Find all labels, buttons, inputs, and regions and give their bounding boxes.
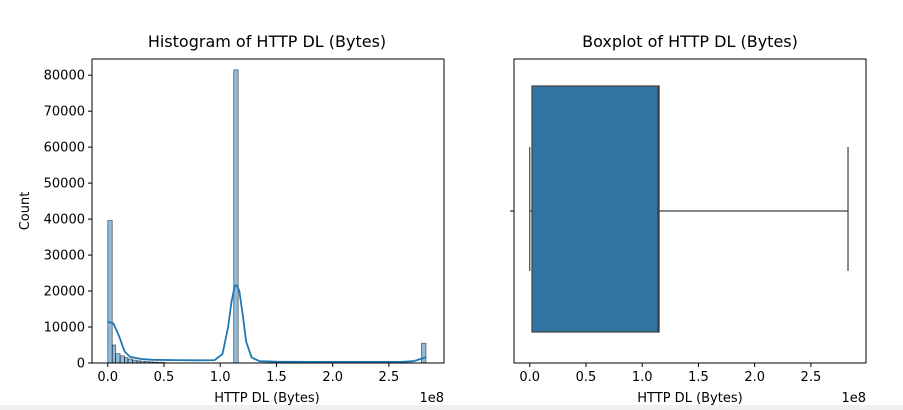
bottom-strip — [0, 405, 903, 410]
histogram-title: Histogram of HTTP DL (Bytes) — [148, 32, 386, 51]
histogram-xtick-label: 2.5 — [379, 370, 400, 385]
boxplot-xtick-label: 2.0 — [744, 370, 765, 385]
histogram-ytick-label: 80000 — [44, 69, 85, 84]
histogram-bar — [107, 220, 113, 364]
histogram-bar — [233, 69, 239, 364]
histogram-ticks: 0.0 0.5 1.0 1.5 2.0 2.5 0 10000 20000 30000 40000 5… — [44, 69, 400, 385]
boxplot-xtick-label: 0.5 — [576, 370, 597, 385]
boxplot-xtick-label: 0.0 — [519, 370, 540, 385]
histogram-x-offset: 1e8 — [419, 391, 444, 405]
histogram-bar — [127, 358, 133, 364]
histogram-bar — [421, 342, 427, 364]
boxplot-xtick-label: 2.5 — [801, 370, 822, 385]
histogram-xtick-label: 0.5 — [154, 370, 175, 385]
histogram-bar — [119, 355, 126, 364]
histogram-ytick-label: 0 — [77, 357, 85, 372]
boxplot-axes-frame — [513, 58, 867, 364]
histogram-bars — [107, 69, 427, 364]
histogram-axes-frame — [91, 58, 445, 364]
histogram-ytick-label: 70000 — [44, 105, 85, 120]
histogram-ytick-label: 10000 — [44, 321, 85, 336]
histogram-ytick-label: 50000 — [44, 177, 85, 192]
histogram-ytick-label: 40000 — [44, 213, 85, 228]
histogram-ytick-label: 30000 — [44, 249, 85, 264]
histogram-ytick-label: 60000 — [44, 141, 85, 156]
histogram-ytick-label: 20000 — [44, 285, 85, 300]
boxplot-x-offset: 1e8 — [841, 391, 866, 405]
histogram-bar — [124, 357, 129, 364]
boxplot-panel: Boxplot of HTTP DL (Bytes) 0.0 0.5 1.0 1.5 2… — [510, 32, 867, 405]
boxplot-title: Boxplot of HTTP DL (Bytes) — [582, 32, 798, 51]
histogram-xlabel: HTTP DL (Bytes) — [214, 391, 319, 405]
histogram-xtick-label: 1.0 — [210, 370, 231, 385]
boxplot-body — [529, 85, 849, 333]
boxplot-box — [531, 85, 660, 333]
histogram-ylabel: Count — [18, 192, 33, 231]
boxplot-ticks: 0.0 0.5 1.0 1.5 2.0 2.5 — [510, 210, 822, 385]
histogram-bar — [115, 353, 121, 364]
boxplot-xlabel: HTTP DL (Bytes) — [637, 391, 742, 405]
histogram-xtick-label: 0.0 — [97, 370, 118, 385]
histogram-xtick-label: 2.0 — [322, 370, 343, 385]
boxplot-xtick-label: 1.0 — [632, 370, 653, 385]
histogram-xtick-label: 1.5 — [266, 370, 287, 385]
histogram-panel: Histogram of HTTP DL (Bytes) 0.0 0.5 1.0 1.… — [18, 32, 445, 405]
kde-line — [107, 284, 427, 363]
boxplot-xtick-label: 1.5 — [688, 370, 709, 385]
histogram-bar — [111, 344, 117, 364]
